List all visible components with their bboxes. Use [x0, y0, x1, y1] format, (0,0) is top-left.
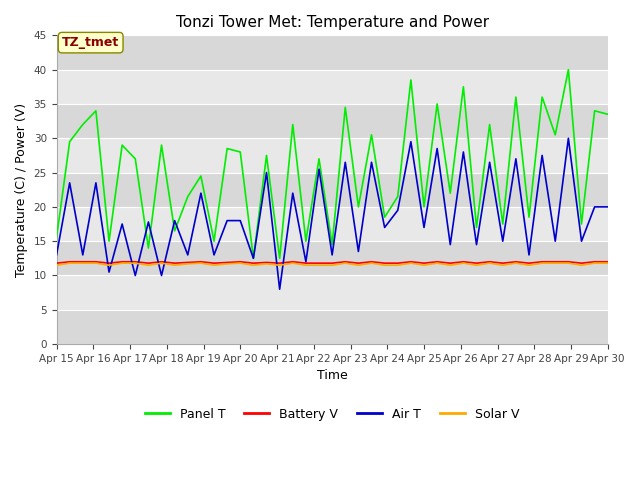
Title: Tonzi Tower Met: Temperature and Power: Tonzi Tower Met: Temperature and Power — [175, 15, 489, 30]
Bar — [56, 173, 608, 207]
Bar — [56, 70, 608, 104]
Bar — [56, 36, 608, 70]
Text: TZ_tmet: TZ_tmet — [62, 36, 119, 49]
Bar — [56, 104, 608, 138]
Bar — [56, 138, 608, 173]
Legend: Panel T, Battery V, Air T, Solar V: Panel T, Battery V, Air T, Solar V — [140, 403, 524, 426]
X-axis label: Time: Time — [317, 370, 348, 383]
Y-axis label: Temperature (C) / Power (V): Temperature (C) / Power (V) — [15, 103, 28, 277]
Bar — [56, 276, 608, 310]
Bar — [56, 310, 608, 344]
Bar — [56, 207, 608, 241]
Bar — [56, 241, 608, 276]
